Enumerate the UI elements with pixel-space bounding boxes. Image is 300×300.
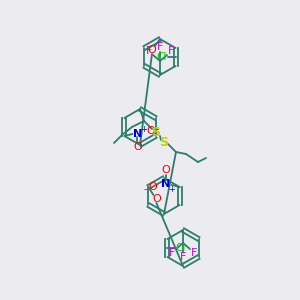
Text: O: O <box>133 142 142 152</box>
Text: O: O <box>152 194 161 204</box>
Text: O: O <box>146 126 155 136</box>
Text: -: - <box>156 124 159 134</box>
Text: N: N <box>133 129 142 139</box>
Text: F: F <box>168 46 174 56</box>
Text: O: O <box>148 45 156 55</box>
Text: Cl: Cl <box>175 243 186 253</box>
Text: +: + <box>168 184 175 194</box>
Text: F: F <box>157 42 163 52</box>
Text: O: O <box>148 182 157 192</box>
Text: F: F <box>180 252 186 262</box>
Text: -: - <box>144 184 147 194</box>
Text: O: O <box>161 165 170 175</box>
Text: N: N <box>161 179 170 189</box>
Text: S: S <box>160 136 169 148</box>
Text: F: F <box>146 46 152 56</box>
Text: +: + <box>140 124 147 134</box>
Text: S: S <box>152 127 160 140</box>
Text: F: F <box>191 248 197 258</box>
Text: F: F <box>169 248 175 258</box>
Text: Cl: Cl <box>156 52 167 62</box>
